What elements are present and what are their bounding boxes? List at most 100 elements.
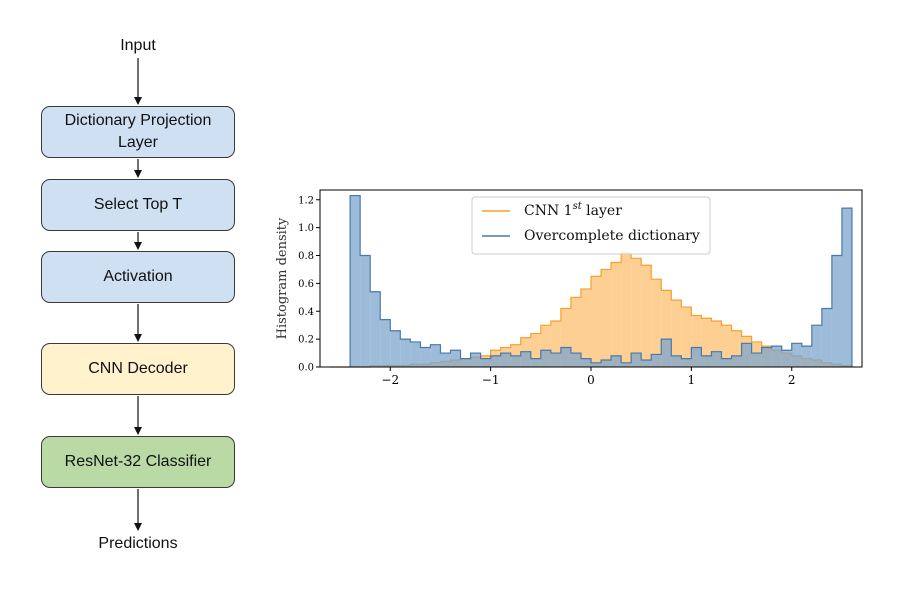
histogram-bar [530, 358, 541, 367]
y-tick-label: 1.0 [298, 223, 314, 234]
histogram-bar [841, 208, 852, 367]
histogram-bar [741, 343, 752, 367]
histogram-bar [701, 355, 712, 367]
histogram-bar [731, 330, 742, 367]
histogram-bar [761, 347, 772, 367]
histogram-bar [380, 319, 391, 367]
histogram-bar [580, 358, 591, 367]
legend-label: CNN 1st layer [524, 201, 622, 219]
histogram-bar [540, 350, 551, 367]
x-tick-label: 1 [688, 373, 696, 387]
histogram-bar [490, 355, 501, 367]
histogram-bar [721, 325, 732, 367]
x-tick-label: 0 [587, 373, 595, 387]
y-tick-label: 0.4 [298, 307, 314, 318]
histogram-bar [811, 325, 822, 367]
dictionary-projection-layer-label: Dictionary Projection Layer [64, 112, 212, 151]
histogram-bar [801, 346, 812, 367]
activation-label: Activation [103, 268, 173, 285]
input-label: Input [120, 37, 156, 54]
histogram-bar [661, 290, 672, 367]
histogram-bar [731, 355, 742, 367]
histogram-bar [540, 325, 551, 367]
series-overcomplete-dictionary [349, 194, 853, 367]
histogram-bar [751, 353, 762, 367]
dictionary-projection-layer-box: Dictionary Projection Layer [41, 106, 235, 158]
histogram-bar [661, 339, 672, 367]
histogram-bar [350, 195, 361, 367]
histogram-bar [400, 339, 411, 367]
legend-label: Overcomplete dictionary [524, 228, 700, 244]
histogram-bar [681, 358, 692, 367]
histogram-bar [550, 353, 561, 367]
histogram-bar [611, 355, 622, 367]
histogram-bar [641, 265, 652, 367]
histogram-bar [781, 350, 792, 367]
y-tick-label: 0.6 [298, 279, 314, 290]
histogram-bar [440, 353, 451, 367]
histogram-bar [500, 353, 511, 367]
y-tick-label: 0.2 [298, 335, 314, 346]
histogram-bar [480, 358, 491, 367]
histogram-bar [390, 330, 401, 367]
histogram-bar [601, 360, 612, 367]
histogram-bar [711, 321, 722, 367]
predictions-label: Predictions [98, 535, 178, 552]
histogram-bar [570, 353, 581, 367]
histogram-bar [410, 341, 421, 367]
histogram-bar [621, 362, 632, 367]
histogram-bar [641, 360, 652, 367]
histogram-bar [631, 353, 642, 367]
cnn-decoder-box: CNN Decoder [41, 343, 235, 395]
flowchart: Input Dictionary Projection Layer Select… [0, 0, 280, 600]
histogram-bar [450, 350, 461, 367]
histogram-bar [520, 351, 531, 367]
histogram-bar [691, 347, 702, 367]
histogram-bar [360, 255, 371, 367]
histogram-bar [370, 291, 381, 367]
histogram-bar [651, 354, 662, 367]
histogram-bar [671, 300, 682, 367]
histogram-bar [591, 362, 602, 367]
histogram-bar [721, 358, 732, 367]
histogram-bar [791, 343, 802, 367]
y-axis-label: Histogram density [275, 217, 290, 339]
histogram-bar [420, 347, 431, 367]
histogram-bar [691, 315, 702, 367]
histogram-bar [821, 308, 832, 367]
select-top-t-box: Select Top T [41, 179, 235, 231]
x-tick-label: −2 [381, 373, 399, 387]
histogram-bar [430, 344, 441, 367]
y-tick-label: 1.2 [298, 195, 314, 206]
y-tick-label: 0.8 [298, 251, 314, 262]
y-tick-label: 0.0 [298, 363, 314, 374]
resnet-32-classifier-label: ResNet-32 Classifier [64, 453, 212, 470]
x-tick-label: −1 [482, 373, 500, 387]
x-tick-label: 2 [788, 373, 796, 387]
histogram-bar [611, 262, 622, 367]
histogram-bar [530, 333, 541, 367]
histogram-bar [651, 279, 662, 367]
histogram-bar [681, 307, 692, 367]
resnet-32-classifier-box: ResNet-32 Classifier [41, 436, 235, 488]
histogram-chart: −2 −1 0 1 2 0.0 0.2 0.4 0.6 0.8 1.0 1.2 Histogram de… [275, 189, 863, 387]
histogram-bar [771, 346, 782, 367]
histogram-bar [560, 347, 571, 367]
histogram-bar [460, 358, 471, 367]
histogram-bar [631, 258, 642, 367]
histogram-bar [671, 355, 682, 367]
histogram-bar [570, 297, 581, 367]
histogram-bar [701, 318, 712, 367]
cnn-decoder-label: CNN Decoder [88, 360, 188, 377]
histogram-bar [591, 276, 602, 367]
histogram-bar [831, 255, 842, 367]
histogram-bar [580, 288, 591, 367]
histogram-bar [621, 252, 632, 367]
series-outline [349, 194, 853, 367]
activation-box: Activation [41, 251, 235, 303]
histogram-bar [560, 308, 571, 367]
histogram-bar [711, 351, 722, 367]
histogram-bar [550, 321, 561, 367]
histogram-bar [470, 353, 481, 367]
select-top-t-label: Select Top T [93, 196, 183, 213]
